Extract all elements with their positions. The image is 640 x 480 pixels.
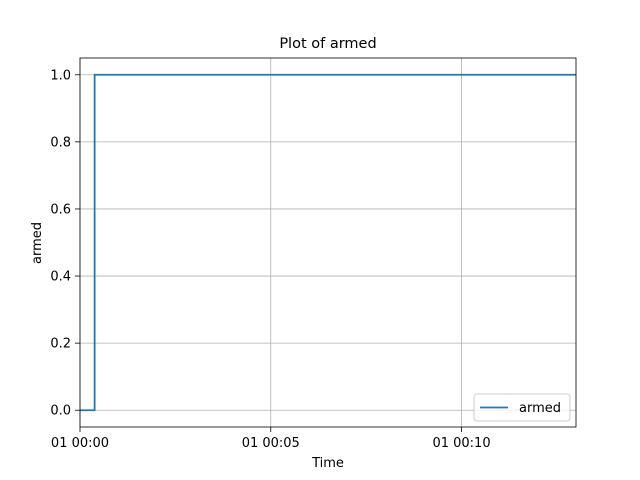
x-tick-label: 01 00:00: [51, 436, 109, 451]
y-tick-label: 0.8: [50, 135, 71, 150]
y-tick-label: 0.4: [50, 270, 71, 285]
plot-area-frame: [79, 57, 577, 428]
y-tick-label: 0.6: [50, 202, 71, 217]
chart-title: Plot of armed: [279, 36, 376, 52]
legend: armed: [473, 393, 571, 422]
y-tick-label: 0.0: [50, 404, 71, 419]
x-tick-label: 01 00:05: [242, 436, 300, 451]
legend-box: [473, 393, 571, 422]
series-layer: [80, 73, 576, 412]
y-tick-label: 1.0: [50, 68, 71, 83]
series-line-armed: [80, 73, 576, 412]
ticks: 01 00:00 01 00:05 01 00:10 0.0 0.2 0.4 0.6 0.8 1…: [50, 68, 490, 451]
y-tick-label: 0.2: [50, 337, 71, 352]
legend-label-armed: armed: [519, 401, 561, 416]
x-tick-label: 01 00:10: [432, 436, 490, 451]
y-axis-label: armed: [30, 222, 45, 264]
x-axis-label: Time: [311, 456, 344, 471]
